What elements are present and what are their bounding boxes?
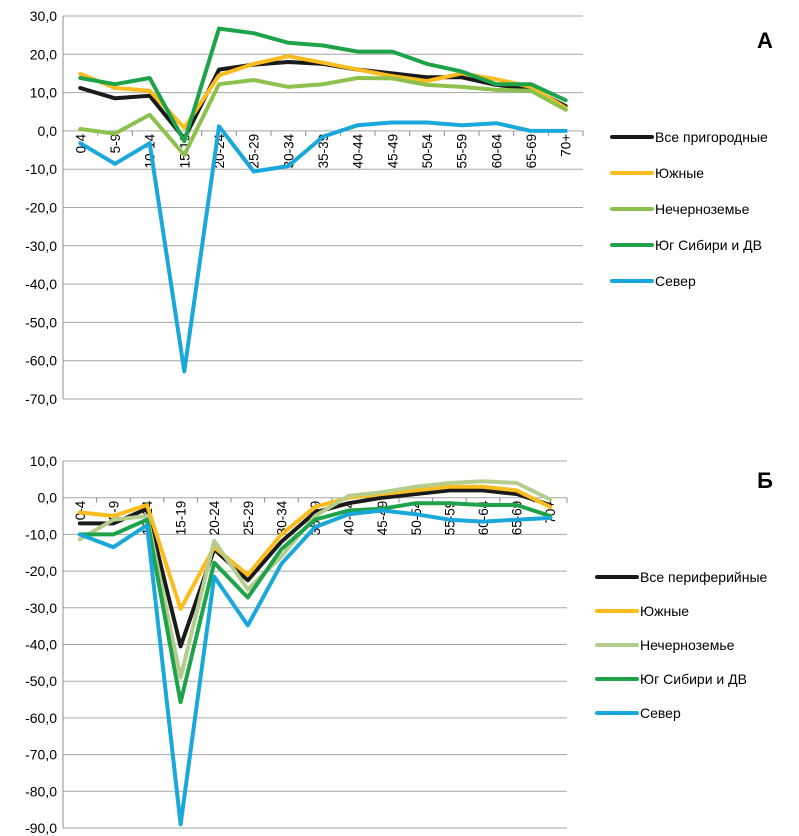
x-tick-label: 50-54 [420, 133, 435, 168]
y-tick-label: 30,0 [30, 8, 57, 24]
y-tick-label: -60,0 [25, 353, 57, 369]
y-tick-label: -30,0 [25, 238, 57, 254]
y-tick-label: 0,0 [38, 490, 58, 506]
legend-label: Все пригородные [655, 129, 768, 145]
x-tick-label: 65-69 [524, 134, 539, 169]
y-tick-label: -10,0 [25, 161, 57, 177]
x-tick-label: 50-54 [409, 500, 424, 535]
legend-label: Север [655, 273, 696, 289]
y-tick-label: -80,0 [25, 783, 57, 799]
legend-label: Все периферийные [640, 569, 768, 585]
x-tick-label: 0-4 [73, 500, 88, 520]
y-tick-label: -30,0 [25, 600, 57, 616]
series-line [77, 501, 553, 705]
panel-label: Б [757, 468, 773, 493]
series-line [78, 120, 568, 374]
x-tick-label: 30-34 [274, 500, 289, 535]
x-tick-label: 25-29 [247, 134, 262, 169]
y-tick-label: 20,0 [30, 46, 57, 62]
series-line [77, 484, 553, 611]
x-tick-label: 70+ [559, 134, 574, 157]
chart-panel-2: 10,0 0,0 -10,0 -20,0 -30,0 -40,0 -50,0 -60,0 -70… [25, 453, 773, 836]
chart-panel-1: 30,0 20,0 10,0 0,0 -10,0 -20,0 -30,0 -40,0 -50,0… [25, 8, 773, 407]
legend-label: Нечерноземье [640, 637, 735, 653]
y-tick-label: -60,0 [25, 710, 57, 726]
y-tick-label: -10,0 [25, 526, 57, 542]
x-tick-label: 60-64 [489, 133, 504, 168]
x-tick-label: 60-64 [476, 500, 491, 535]
series-line [78, 60, 568, 141]
x-tick-label: 45-49 [385, 134, 400, 169]
x-tick-label: 25-29 [241, 501, 256, 536]
legend-label: Север [640, 705, 681, 721]
series-line [78, 26, 568, 144]
y-tick-label: -20,0 [25, 200, 57, 216]
y-tick-label: -90,0 [25, 820, 57, 836]
y-tick-label: 0,0 [38, 123, 58, 139]
x-tick-label: 15-19 [174, 501, 189, 536]
y-tick-label: -20,0 [25, 563, 57, 579]
x-tick-label: 30-34 [281, 133, 296, 168]
y-tick-label: -50,0 [25, 314, 57, 330]
x-tick-label: 20-24 [207, 500, 222, 535]
legend-label: Юг Сибири и ДВ [640, 671, 747, 687]
series-line [77, 488, 553, 649]
series-line [78, 76, 568, 157]
x-tick-label: 35-39 [316, 134, 331, 169]
x-tick-label: 5-9 [108, 134, 123, 154]
y-tick-label: -40,0 [25, 637, 57, 653]
y-tick-label: -40,0 [25, 276, 57, 292]
legend-label: Южные [655, 165, 704, 181]
series-line [77, 508, 553, 827]
y-tick-label: -70,0 [25, 391, 57, 407]
y-tick-label: -50,0 [25, 673, 57, 689]
panel-label: А [757, 28, 773, 53]
legend-label: Юг Сибири и ДВ [655, 237, 762, 253]
legend-label: Нечерноземье [655, 201, 750, 217]
y-tick-label: 10,0 [30, 453, 57, 469]
x-tick-label: 40-44 [351, 133, 366, 168]
legend-label: Южные [640, 603, 689, 619]
y-tick-label: -70,0 [25, 747, 57, 763]
y-tick-label: 10,0 [30, 85, 57, 101]
x-tick-label: 55-59 [455, 134, 470, 169]
